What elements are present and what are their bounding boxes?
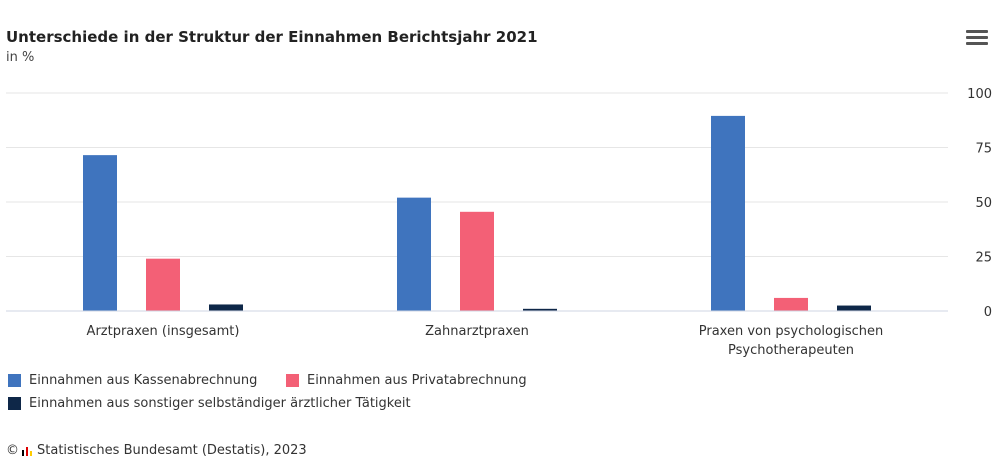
legend-swatch-sonstige (8, 397, 21, 410)
y-tick-label-4: 100 (967, 87, 992, 102)
x-category-label-2-line-1: Psychotherapeuten (728, 343, 854, 358)
x-category-label-0-line-0: Arztpraxen (insgesamt) (87, 324, 240, 339)
chart-title: Unterschiede in der Struktur der Einnahm… (6, 28, 538, 46)
y-tick-label-0: 0 (984, 305, 992, 320)
x-category-label-1-line-0: Zahnarztpraxen (425, 324, 529, 339)
y-tick-label-2: 50 (975, 196, 992, 211)
source-credit: © Statistisches Bundesamt (Destatis), 20… (6, 443, 307, 458)
bar-series-0-category-2 (711, 115, 745, 311)
legend-swatch-privatabrechnung (286, 374, 299, 387)
destatis-logo-icon (22, 446, 32, 456)
bar-series-0-category-0 (83, 155, 117, 311)
bar-series-1-category-2 (774, 297, 808, 311)
source-text: Statistisches Bundesamt (Destatis), 2023 (37, 443, 307, 458)
bar-series-2-category-1 (523, 308, 557, 311)
chart-subtitle: in % (6, 50, 35, 65)
x-category-label-2-line-0: Praxen von psychologischen (699, 324, 884, 339)
legend-label-privatabrechnung: Einnahmen aus Privatabrechnung (307, 373, 527, 388)
legend-label-kassenabrechnung: Einnahmen aus Kassenabrechnung (29, 373, 258, 388)
y-tick-label-1: 25 (975, 251, 992, 266)
bar-series-2-category-0 (209, 304, 243, 311)
hamburger-menu-icon[interactable] (966, 30, 988, 48)
y-tick-label-3: 75 (975, 142, 992, 157)
bar-series-1-category-1 (460, 211, 494, 311)
legend-item-privatabrechnung[interactable]: Einnahmen aus Privatabrechnung (286, 373, 527, 388)
bar-series-2-category-2 (837, 305, 871, 311)
legend-item-kassenabrechnung[interactable]: Einnahmen aus Kassenabrechnung (8, 373, 257, 388)
bar-chart: 0 25 50 75 100 Arztpraxen (insgesamt) Zahnarzt… (6, 87, 992, 358)
copyright-symbol: © (6, 443, 19, 458)
legend-label-sonstige: Einnahmen aus sonstiger selbständiger är… (29, 396, 411, 411)
bar-series-1-category-0 (146, 258, 180, 311)
legend-item-sonstige[interactable]: Einnahmen aus sonstiger selbständiger är… (8, 396, 411, 411)
bar-series-0-category-1 (397, 197, 431, 311)
legend-swatch-kassenabrechnung (8, 374, 21, 387)
